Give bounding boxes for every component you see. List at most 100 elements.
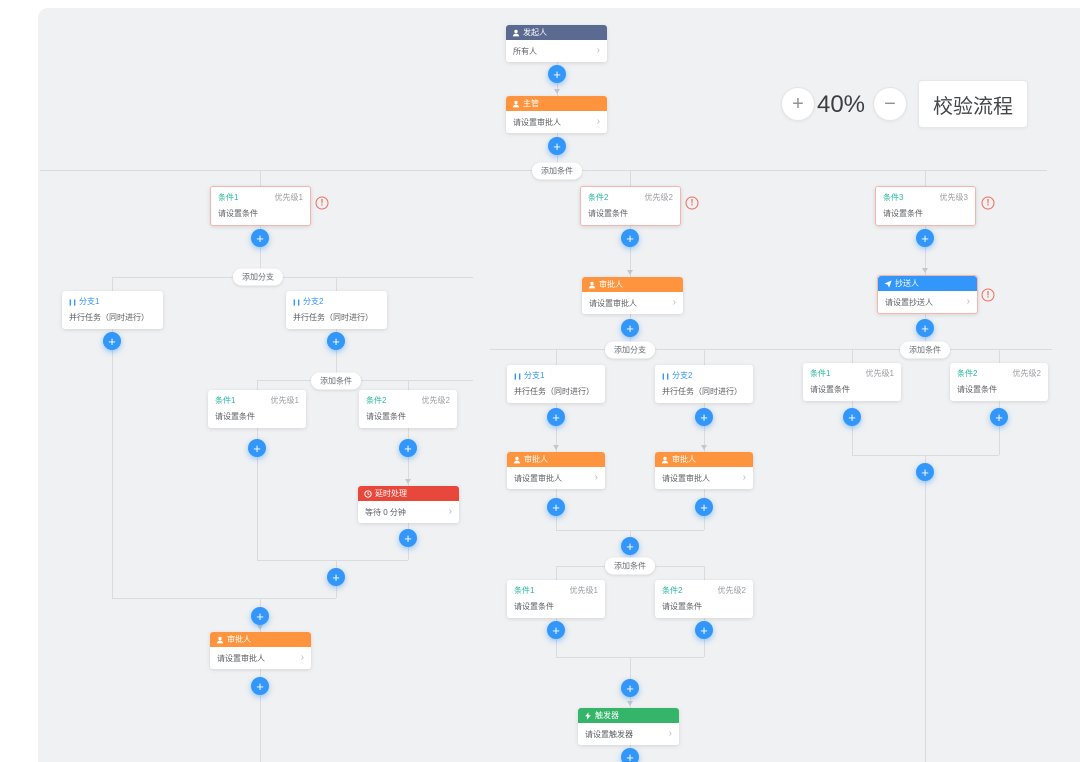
add-node-button[interactable]: + [843,408,861,426]
add-condition-button[interactable]: 添加条件 [900,341,950,359]
branch-bracket-line [490,349,1052,350]
plus-icon: + [253,440,261,456]
add-node-button[interactable]: + [621,748,639,762]
add-node-button[interactable]: + [548,65,566,83]
condition-priority: 优先级2 [1012,369,1041,378]
add-condition-button[interactable]: 添加条件 [311,372,361,390]
condition-title: 条件1 [218,193,239,202]
branch-title: 分支2 [662,371,692,381]
node-right-condition-2[interactable]: 条件2 优先级2 请设置条件 [950,363,1048,401]
node-mid-approver-1[interactable]: 审批人 请设置审批人 › [507,452,605,489]
add-node-button[interactable]: + [916,229,934,247]
node-supervisor-header: 主管 [506,96,607,111]
arrow-down-icon [701,445,707,450]
branch-title-text: 分支1 [79,297,100,306]
chevron-right-icon: › [594,472,598,483]
node-condition-1[interactable]: 条件1 优先级1 请设置条件 [210,186,311,226]
branch-body: 并行任务（同时进行） [293,313,373,322]
add-node-button[interactable]: + [695,408,713,426]
add-node-button[interactable]: + [621,319,639,337]
node-condition-3[interactable]: 条件3 优先级3 请设置条件 [875,186,976,226]
add-node-button[interactable]: + [251,677,269,695]
node-subcondition-2[interactable]: 条件2 优先级2 请设置条件 [359,390,457,428]
add-node-button[interactable]: + [916,463,934,481]
arrow-down-icon [922,268,928,273]
add-node-button[interactable]: + [327,568,345,586]
node-subcondition-1[interactable]: 条件1 优先级1 请设置条件 [208,390,306,428]
plus-icon: + [332,569,340,585]
node-approver-left[interactable]: 审批人 请设置审批人 › [210,632,311,669]
node-right-condition-1[interactable]: 条件1 优先级1 请设置条件 [803,363,901,401]
branch-title: 分支1 [69,297,99,307]
add-node-button[interactable]: + [547,498,565,516]
add-condition-button[interactable]: 添加条件 [605,557,655,575]
plus-icon: + [792,92,804,115]
add-node-button[interactable]: + [621,229,639,247]
add-node-button[interactable]: + [547,621,565,639]
node-title: 审批人 [227,635,251,644]
add-node-button[interactable]: + [399,529,417,547]
branch-bracket-line [112,277,473,278]
person-icon [216,636,224,643]
add-node-button[interactable]: + [621,537,639,555]
node-supervisor[interactable]: 主管 请设置审批人 › [506,96,607,133]
add-node-button[interactable]: + [251,229,269,247]
add-condition-button[interactable]: 添加条件 [532,162,582,180]
node-trigger[interactable]: 触发器 请设置触发器 › [578,708,679,745]
connector-line [556,566,557,580]
node-initiator[interactable]: 发起人 所有人 › [506,25,607,62]
add-node-button[interactable]: + [248,439,266,457]
condition-title: 条件2 [588,193,609,202]
node-body-text: 请设置触发器 [585,729,633,739]
node-mid-condition-1[interactable]: 条件1 优先级1 请设置条件 [507,580,605,618]
connector-line [112,277,113,291]
validate-flow-button[interactable]: 校验流程 [918,80,1028,128]
add-node-button[interactable]: + [916,319,934,337]
add-node-button[interactable]: + [990,408,1008,426]
node-mid-branch-2[interactable]: 分支2 并行任务（同时进行） [655,365,753,403]
connector-line [260,669,261,762]
plus-icon: + [921,320,929,336]
zoom-out-button[interactable]: − [873,87,907,121]
add-node-button[interactable]: + [103,332,121,350]
node-mid-approver-2[interactable]: 审批人 请设置审批人 › [655,452,753,489]
add-node-button[interactable]: + [548,137,566,155]
node-approver-header: 审批人 [210,632,311,647]
add-node-button[interactable]: + [621,679,639,697]
branch-body: 并行任务（同时进行） [514,387,594,396]
connector-line [852,401,853,455]
node-delay[interactable]: 延时处理 等待 0 分钟 › [358,486,459,523]
connector-line [925,455,926,762]
node-initiator-header: 发起人 [506,25,607,40]
add-branch-button[interactable]: 添加分支 [233,268,283,286]
node-branch-2[interactable]: 分支2 并行任务（同时进行） [286,291,387,329]
zoom-in-button[interactable]: + [781,87,815,121]
add-node-button[interactable]: + [327,332,345,350]
node-approver-mid[interactable]: 审批人 请设置审批人 › [582,277,683,314]
node-body-text: 请设置审批人 [514,473,562,483]
clock-icon [364,489,372,498]
node-mid-branch-1[interactable]: 分支1 并行任务（同时进行） [507,365,605,403]
branch-title-text: 分支1 [524,371,545,380]
add-node-button[interactable]: + [547,408,565,426]
condition-title: 条件2 [366,396,387,405]
node-mid-condition-2[interactable]: 条件2 优先级2 请设置条件 [655,580,753,618]
condition-priority: 优先级1 [274,193,303,202]
condition-body: 请设置条件 [514,602,554,611]
add-branch-button[interactable]: 添加分支 [605,341,655,359]
connector-line [630,170,631,186]
chevron-right-icon: › [448,506,452,517]
node-body-text: 请设置抄送人 [885,297,933,307]
arrow-down-icon [257,625,263,630]
node-condition-2[interactable]: 条件2 优先级2 请设置条件 [580,186,681,226]
node-cc[interactable]: 抄送人 请设置抄送人 › [877,275,978,314]
plus-icon: + [552,499,560,515]
add-node-button[interactable]: + [695,498,713,516]
condition-priority: 优先级2 [644,193,673,202]
add-node-button[interactable]: + [251,607,269,625]
node-branch-1[interactable]: 分支1 并行任务（同时进行） [62,291,163,329]
add-node-button[interactable]: + [399,439,417,457]
add-node-button[interactable]: + [695,621,713,639]
plus-icon: + [848,409,856,425]
